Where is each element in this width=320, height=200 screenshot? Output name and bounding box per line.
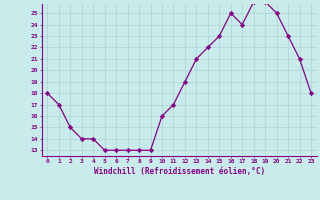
X-axis label: Windchill (Refroidissement éolien,°C): Windchill (Refroidissement éolien,°C) — [94, 167, 265, 176]
